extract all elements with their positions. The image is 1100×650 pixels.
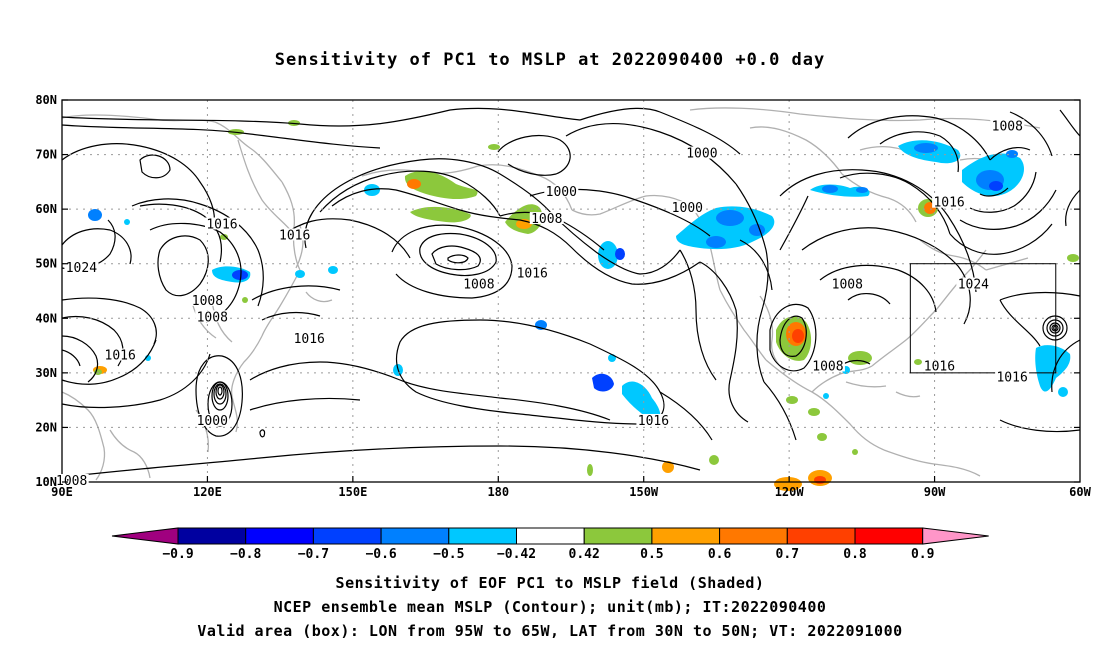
lat-label: 70N — [35, 148, 57, 162]
contour-label: 1008 — [832, 278, 863, 293]
colorbar-label: 0.6 — [708, 547, 732, 562]
colorbar-swatch — [583, 527, 653, 545]
contour-label: 1000 — [672, 201, 703, 216]
colorbar-swatch — [245, 527, 314, 545]
sensitivity-shading — [88, 120, 1079, 491]
valid-area-box — [909, 263, 1057, 374]
caption-line-2: NCEP ensemble mean MSLP (Contour); unit(… — [273, 598, 827, 616]
colorbar-label: −0.8 — [230, 547, 261, 562]
contour-label: 1016 — [638, 414, 669, 429]
contour-label: 1016 — [924, 359, 955, 374]
contour-label: 1008 — [192, 294, 223, 309]
lat-label: 30N — [35, 366, 57, 380]
contour-label: 1008 — [812, 359, 843, 374]
contour-label: 1000 — [546, 185, 577, 200]
lon-label: 90E — [51, 485, 73, 499]
contour-label: 1024 — [958, 278, 989, 293]
colorbar-swatch — [854, 527, 924, 545]
colorbar-swatch — [786, 527, 856, 545]
caption-line-3: Valid area (box): LON from 95W to 65W, L… — [197, 622, 903, 640]
colorbar-swatch — [380, 527, 450, 545]
lon-label: 60W — [1069, 485, 1091, 499]
lon-label: 120W — [775, 485, 805, 499]
lon-label: 150W — [629, 485, 659, 499]
map-frame — [61, 99, 1081, 483]
lat-label: 20N — [35, 420, 57, 434]
colorbar-swatch — [312, 527, 382, 545]
colorbar: −0.9 −0.8 −0.7 −0.6 −0.5 −0.42 0.42 0.5 0.6 0.7 0.… — [111, 527, 989, 562]
contour-label: 1008 — [197, 310, 228, 325]
contour-label: 1016 — [996, 370, 1027, 385]
colorbar-label: −0.5 — [433, 547, 464, 562]
colorbar-swatch — [448, 527, 517, 545]
lat-label: 10N — [35, 475, 57, 489]
lon-label: 150E — [338, 485, 367, 499]
colorbar-label: 0.5 — [640, 547, 663, 562]
lon-label: 180 — [487, 485, 509, 499]
contour-label: 1016 — [105, 348, 136, 363]
colorbar-label: 0.7 — [776, 547, 799, 562]
contour-label: 1000 — [197, 414, 228, 429]
lon-label: 90W — [924, 485, 946, 499]
lat-label: 60N — [35, 202, 57, 216]
contour-label: 1016 — [279, 228, 310, 243]
contour-label: 1016 — [933, 196, 964, 211]
colorbar-swatch — [177, 527, 247, 545]
colorbar-swatch — [719, 527, 788, 545]
colorbar-label: 0.8 — [843, 547, 867, 562]
contour-label: 1008 — [992, 119, 1023, 134]
contour-label: 1016 — [206, 218, 237, 233]
colorbar-label: 0.9 — [911, 547, 934, 562]
caption-line-1: Sensitivity of EOF PC1 to MSLP field (Sh… — [335, 574, 765, 592]
mslp-contours — [55, 107, 1081, 479]
lat-label: 50N — [35, 257, 57, 271]
lon-label: 120E — [193, 485, 222, 499]
lat-label: 40N — [35, 311, 57, 325]
colorbar-label: −0.9 — [162, 547, 193, 562]
colorbar-label: 0.42 — [569, 547, 600, 562]
contour-label: 1008 — [56, 474, 87, 489]
colorbar-swatch — [651, 527, 721, 545]
map-title: Sensitivity of PC1 to MSLP at 2022090400… — [274, 50, 826, 70]
colorbar-swatch — [516, 527, 585, 545]
contour-label: 1008 — [531, 212, 562, 227]
colorbar-label: −0.7 — [298, 547, 329, 562]
colorbar-label: −0.42 — [497, 547, 536, 562]
contour-label: 1024 — [66, 261, 97, 276]
contour-label: 1008 — [463, 278, 494, 293]
contour-label: 1016 — [517, 267, 548, 282]
colorbar-label: −0.6 — [365, 547, 396, 562]
lat-label: 80N — [35, 93, 57, 107]
contour-label: 1000 — [686, 147, 717, 162]
contour-label: 1016 — [294, 332, 325, 347]
